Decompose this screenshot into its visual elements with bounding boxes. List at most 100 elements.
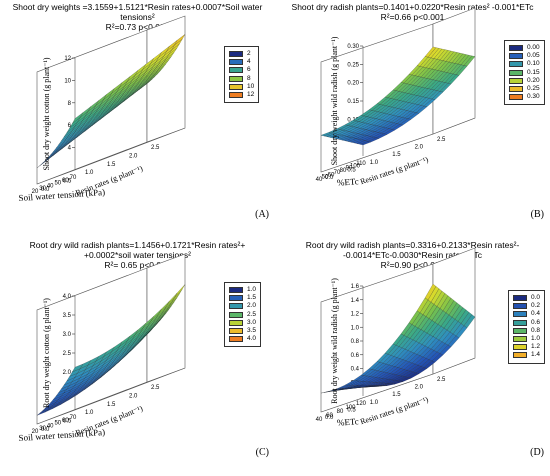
legend-label: 0.15 [527, 68, 540, 76]
z-tick-label: 4 [68, 146, 72, 152]
z-axis-title: Shoot dry weight wild radish (g plant⁻¹) [330, 36, 339, 165]
legend-swatch [229, 336, 243, 343]
legend-entry: 0.05 [509, 52, 540, 60]
legend-entry: 0.8 [513, 327, 540, 335]
x-tick-label: 70 [70, 415, 77, 421]
z-axis-title: Shoot dry weight cotton (g plant⁻¹) [42, 57, 51, 170]
colorbar-legend: 1.0 1.5 2.0 2.5 3.0 3.5 4.0 [224, 282, 262, 348]
legend-entry: 1.0 [229, 286, 256, 294]
legend-label: 10 [247, 82, 255, 90]
surface-chart-c: 1.52.02.53.03.54.02030405060700.00.51.01… [18, 253, 186, 443]
surface-chart-d: 0.20.40.60.81.01.21.41.64060801001200.00… [316, 247, 476, 428]
z-tick-label: 3.5 [63, 313, 72, 319]
x-tick-label: 80 [337, 409, 344, 415]
legend-label: 2.0 [247, 302, 257, 310]
y-tick-label: 0.5 [63, 179, 72, 185]
legend-entry: 0.4 [513, 310, 540, 318]
y-tick-label: 1.5 [392, 152, 401, 158]
legend-swatch [513, 311, 527, 318]
y-tick-label: 1.5 [107, 402, 116, 408]
legend-entry: 6 [229, 66, 254, 74]
legend-entry: 3.5 [229, 327, 256, 335]
back-wall-right [146, 15, 186, 143]
y-tick-label: 1.5 [107, 162, 116, 168]
legend-label: 0.8 [531, 326, 541, 334]
panel-c: Root dry wild radish plants=1.1456+0.172… [0, 238, 275, 476]
x-tick-label: 50 [54, 421, 61, 427]
colorbar-legend: 2 4 6 8 10 12 [224, 46, 260, 104]
z-tick-label: 6 [68, 123, 72, 129]
legend-entry: 0.20 [509, 77, 540, 85]
y-tick-label: 1.0 [85, 410, 94, 416]
panel-a: Shoot dry weights =3.1559+1.5121*Resin r… [0, 0, 275, 238]
legend-swatch [229, 311, 243, 318]
legend-label: 3.0 [247, 318, 257, 326]
z-tick-label: 3.0 [63, 332, 72, 338]
surface-cell [359, 384, 372, 387]
legend-label: 4.0 [247, 335, 257, 343]
legend-swatch [229, 303, 243, 310]
panel-b: Shoot dry radish plants=0.1401+0.0220*Re… [275, 0, 550, 238]
legend-label: 0.6 [531, 318, 541, 326]
legend-swatch [229, 295, 243, 302]
x-tick-label: 20 [32, 189, 39, 195]
surface-cell [72, 112, 84, 124]
legend-entry: 0.2 [513, 302, 540, 310]
legend-swatch [509, 45, 523, 52]
legend-label: 1.5 [247, 294, 257, 302]
y-tick-label: 0.5 [347, 167, 356, 173]
z-tick-label: 0.4 [351, 367, 360, 373]
x-axis-title: %ETc [337, 416, 360, 428]
x-tick-label: 100 [350, 163, 361, 169]
legend-swatch [229, 328, 243, 335]
y-tick-label: 1.0 [370, 160, 379, 166]
y-tick-label: 2.0 [415, 145, 424, 151]
z-tick-label: 1.2 [351, 312, 360, 318]
legend-swatch [229, 51, 243, 58]
panel-label: (C) [255, 447, 269, 458]
legend-swatch [513, 303, 527, 310]
x-tick-label: 60 [62, 418, 69, 424]
back-wall-right [146, 253, 186, 383]
surface-mesh [36, 34, 186, 169]
legend-label: 1.2 [531, 343, 541, 351]
x-tick-label: 40 [316, 177, 323, 183]
panel-equation: Shoot dry radish plants=0.1401+0.0220*Re… [291, 2, 534, 22]
y-tick-label: 0.0 [41, 187, 50, 193]
y-axis-title: Resin rates (g plant⁻¹) [74, 164, 144, 198]
legend-swatch [513, 295, 527, 302]
legend-entry: 3.0 [229, 319, 256, 327]
legend-entry: 0.15 [509, 69, 540, 77]
legend-swatch [513, 344, 527, 351]
x-tick-label: 40 [47, 423, 54, 429]
y-tick-label: 2.0 [129, 153, 138, 159]
z-tick-label: 0.25 [347, 62, 359, 68]
legend-label: 0.00 [527, 44, 540, 51]
z-tick-label: 1.0 [351, 325, 360, 331]
x-tick-label: 80 [340, 168, 347, 174]
z-tick-label: 10 [64, 78, 71, 84]
x-tick-label: 40 [47, 183, 54, 189]
legend-entry: 0.30 [509, 93, 540, 101]
legend-swatch [509, 69, 523, 76]
legend-swatch [509, 94, 523, 101]
legend-label: 3.5 [247, 326, 257, 334]
z-tick-label: 1.4 [351, 298, 360, 304]
legend-swatch [229, 92, 243, 99]
y-tick-label: 0.0 [325, 415, 334, 421]
surface-mesh [320, 46, 476, 146]
panel-label: (A) [255, 209, 269, 220]
x-tick-label: 50 [322, 175, 329, 181]
legend-entry: 1.2 [513, 343, 540, 351]
legend-swatch [229, 67, 243, 74]
legend-entry: 0.25 [509, 85, 540, 93]
x-tick-label: 60 [328, 172, 335, 178]
legend-label: 2 [247, 50, 251, 57]
legend-entry: 8 [229, 75, 254, 83]
legend-label: 0.10 [527, 60, 540, 68]
x-tick-label: 70 [70, 175, 77, 181]
legend-label: 1.4 [531, 351, 541, 359]
legend-label: 6 [247, 66, 251, 74]
x-tick-label: 70 [334, 170, 341, 176]
